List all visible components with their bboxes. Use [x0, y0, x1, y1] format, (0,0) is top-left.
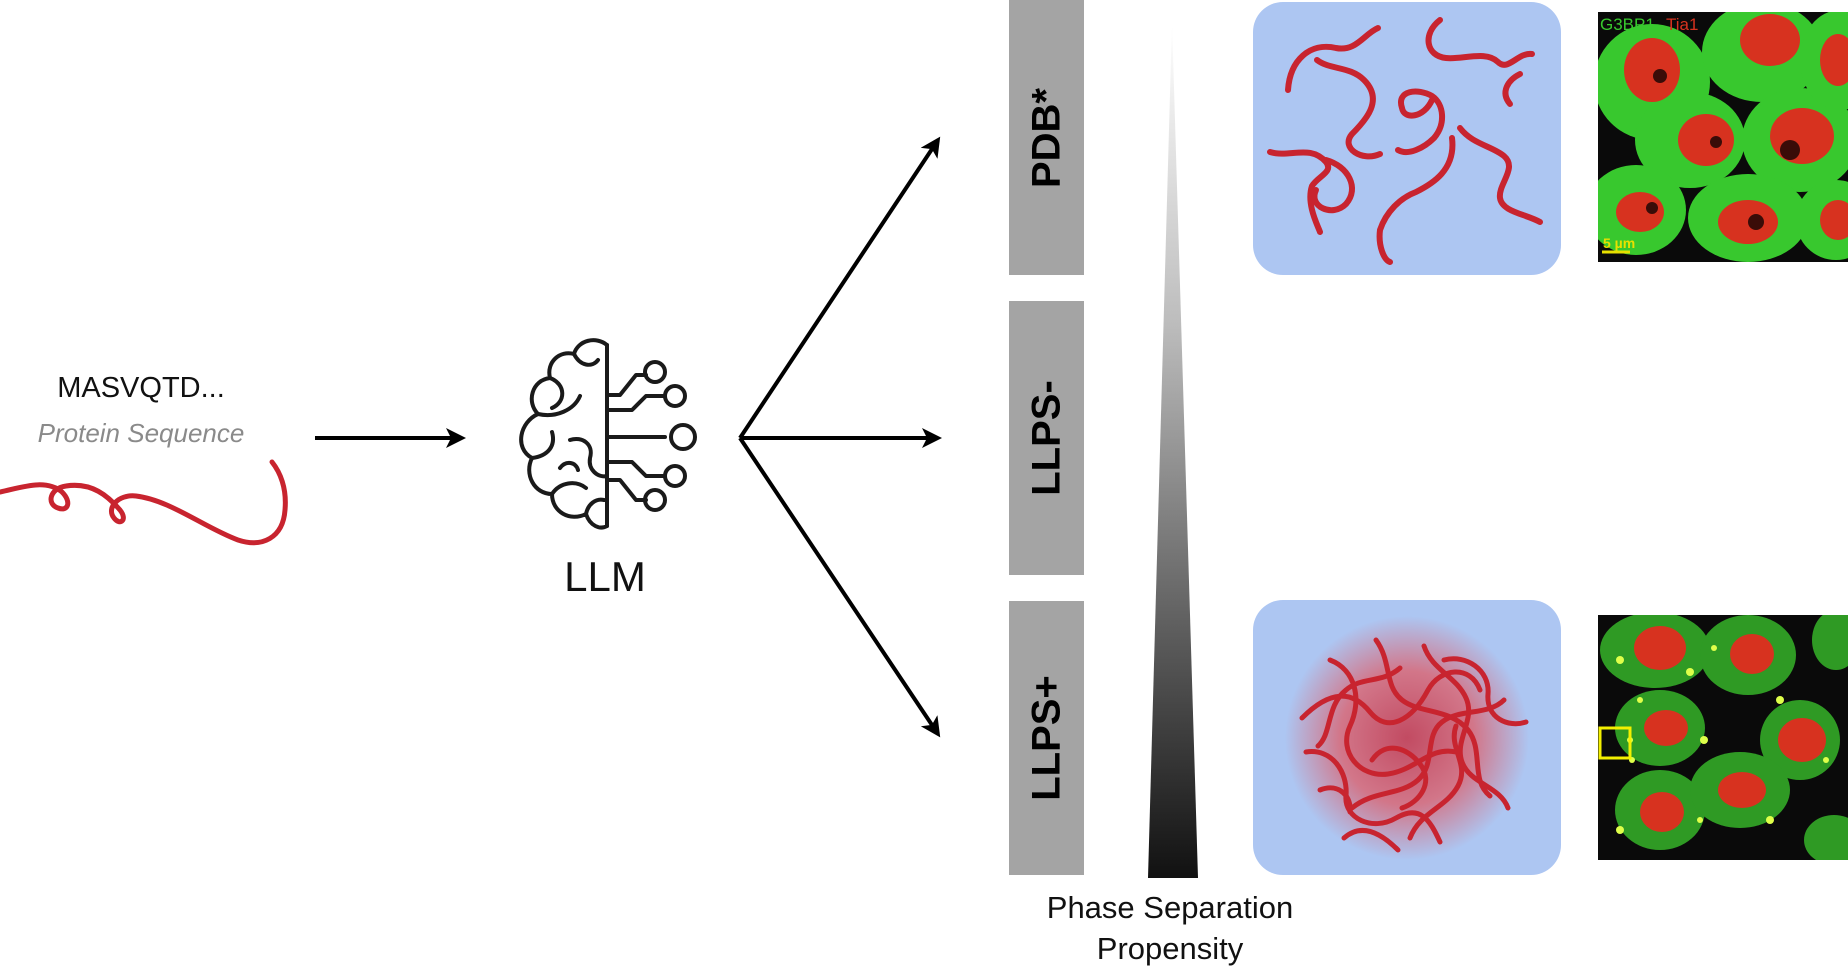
micrograph-label-green: G3BP1	[1600, 15, 1655, 34]
protein-strand-icon	[0, 459, 288, 546]
protein-sequence-text: MASVQTD...	[57, 372, 225, 404]
category-llps-positive: LLPS+	[1009, 601, 1084, 875]
micrograph-dispersed	[1598, 12, 1848, 262]
category-llps-negative: LLPS-	[1009, 301, 1084, 575]
micrograph-label-red: Tia1	[1666, 15, 1698, 34]
micrograph-condensate	[1598, 615, 1848, 860]
protein-sequence-caption: Protein Sequence	[37, 418, 245, 448]
category-pdb-label: PDB*	[1024, 87, 1068, 188]
dispersed-panel	[1253, 2, 1561, 275]
category-llps-positive-label: LLPS+	[1024, 675, 1068, 801]
llm-label: LLM	[564, 553, 646, 600]
propensity-wedge	[1148, 22, 1198, 878]
propensity-axis-label: Phase Separation Propensity	[1046, 890, 1294, 966]
condensate-panel	[1253, 600, 1561, 875]
branch-arrows	[738, 136, 942, 738]
brain-circuit-icon	[519, 338, 697, 530]
arrow-to-llps-pos	[738, 436, 941, 738]
scale-bar-label: 5 µm	[1603, 235, 1635, 251]
category-pdb: PDB*	[1009, 0, 1084, 275]
category-llps-negative-label: LLPS-	[1024, 380, 1068, 496]
arrow-to-pdb	[738, 136, 941, 440]
